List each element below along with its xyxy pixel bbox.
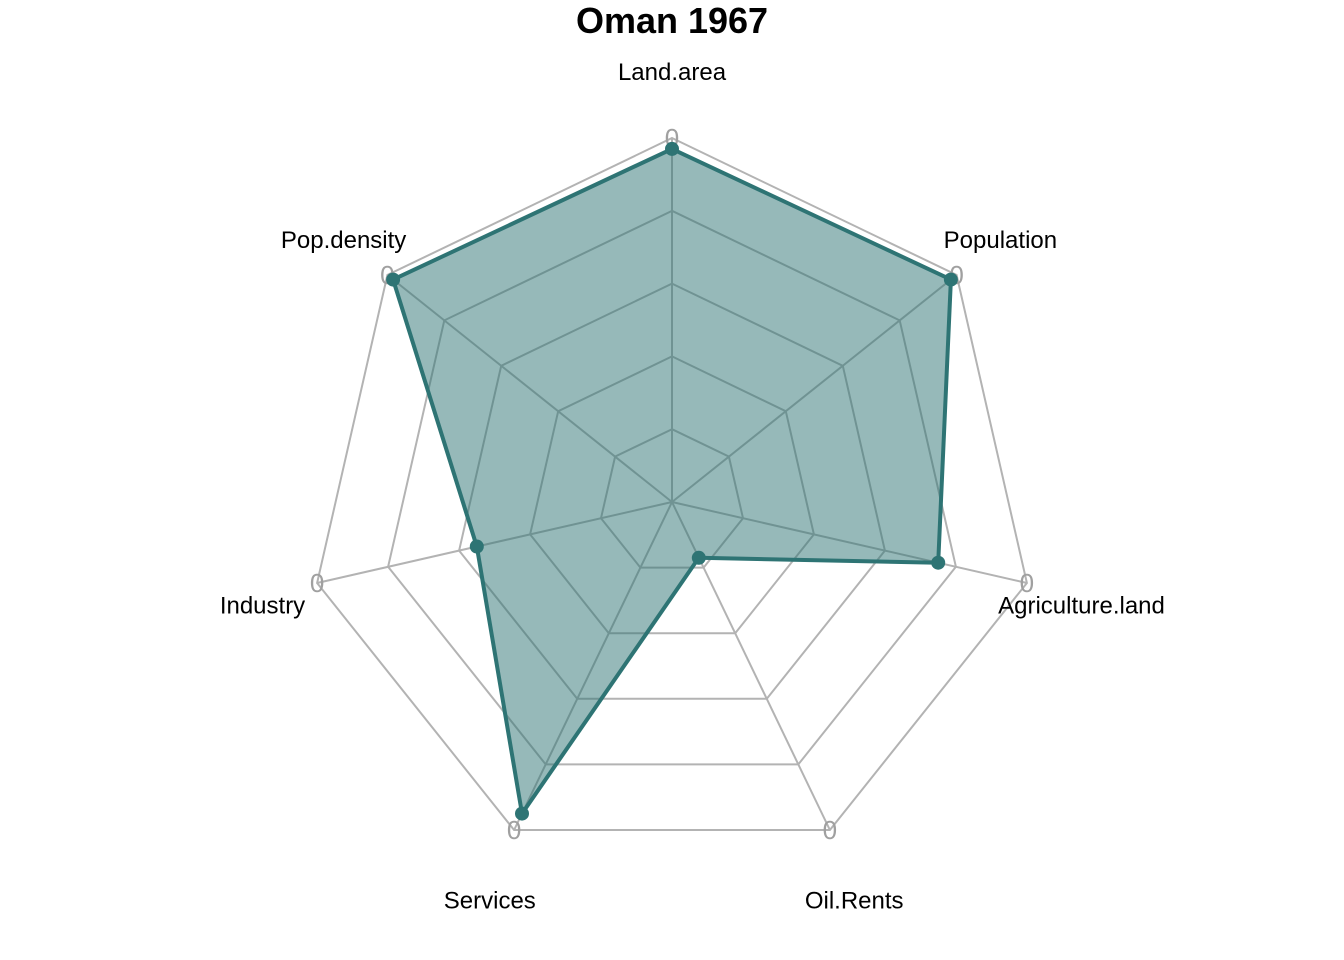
data-point-services — [515, 806, 529, 821]
data-point-population — [943, 272, 958, 287]
tick-label: 0 — [823, 815, 837, 845]
data-point-agriculture-land — [931, 555, 946, 570]
data-point-pop-density — [386, 272, 401, 287]
data-point-oil-rents — [691, 550, 706, 565]
tick-label: 0 — [507, 815, 521, 845]
chart-title: Oman 1967 — [576, 0, 768, 41]
data-point-land-area — [665, 141, 679, 156]
axis-label-land-area: Land.area — [618, 59, 727, 86]
radar-series — [386, 141, 958, 821]
axis-label-population: Population — [944, 227, 1057, 254]
axis-label-oil-rents: Oil.Rents — [805, 887, 904, 914]
tick-label: 0 — [310, 568, 324, 598]
axis-label-services: Services — [444, 887, 536, 914]
grid-ring-5 — [316, 136, 1028, 831]
series-line — [391, 146, 953, 816]
series-area — [393, 148, 951, 814]
tick-label: 0 — [1020, 568, 1034, 598]
axis-label-pop-density: Pop.density — [281, 227, 406, 254]
axis-label-industry: Industry — [220, 593, 305, 620]
axis-labels: Land.area Population Agriculture.land Oil.R… — [220, 59, 1165, 914]
data-point-industry — [469, 539, 484, 554]
axis-label-agriculture-land: Agriculture.land — [998, 593, 1165, 620]
